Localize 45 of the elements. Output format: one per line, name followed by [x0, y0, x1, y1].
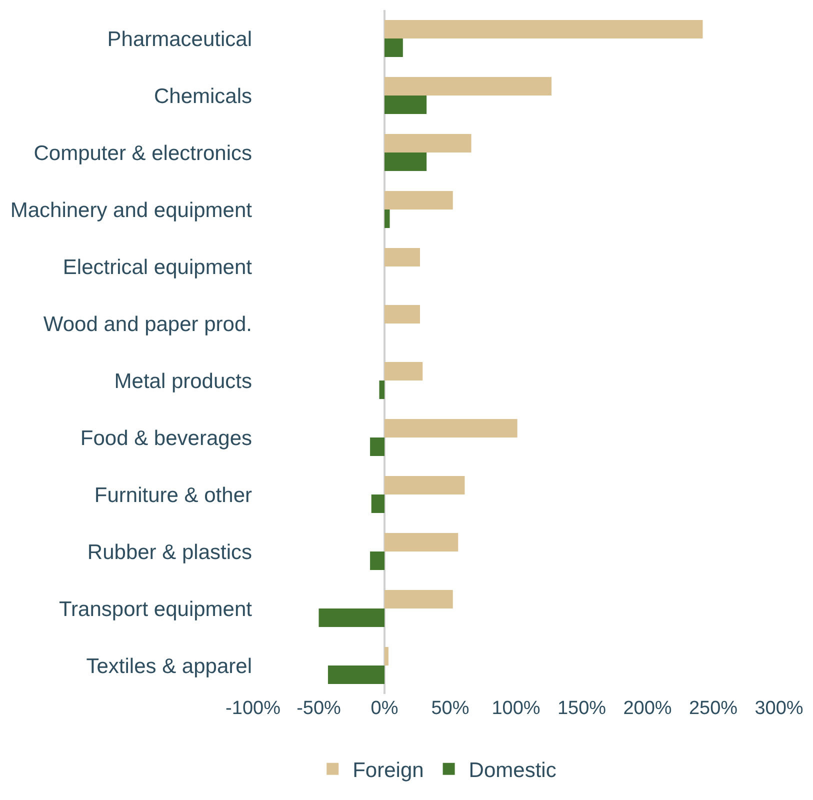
bar [384, 134, 472, 152]
bar [384, 76, 552, 96]
x-tick-label: 100% [492, 698, 540, 719]
bar [384, 210, 390, 228]
y-tick-label: Machinery and equipment [10, 198, 252, 222]
bar [384, 590, 453, 608]
bar [371, 494, 384, 514]
bar [384, 190, 453, 210]
bar [384, 96, 427, 114]
bar [384, 532, 458, 552]
bar [384, 304, 420, 324]
x-tick-label: 200% [623, 698, 672, 719]
x-tick-label: -100% [226, 698, 281, 719]
bar [318, 608, 384, 628]
bar [384, 38, 403, 58]
y-tick-label: Furniture & other [94, 484, 252, 507]
x-tick-label: 250% [688, 698, 738, 719]
y-tick-label: Textiles & apparel [86, 654, 252, 678]
bar [384, 152, 427, 172]
x-tick-label: 0% [370, 698, 398, 719]
y-tick-label: Computer & electronics [34, 142, 252, 165]
bar [384, 20, 703, 38]
bar [384, 248, 420, 266]
bar [328, 666, 384, 684]
x-tick-label: 50% [431, 698, 470, 719]
y-tick-label: Metal products [114, 370, 252, 393]
x-tick-label: 300% [754, 698, 804, 719]
bar [370, 438, 384, 456]
y-tick-label: Food & beverages [80, 426, 252, 450]
x-tick-label: -50% [296, 698, 342, 719]
legend-label: Foreign [352, 759, 424, 782]
bar [384, 418, 518, 438]
y-tick-label: Wood and paper prod. [43, 312, 252, 336]
y-tick-label: Rubber & plastics [87, 540, 252, 564]
y-tick-label: Chemicals [154, 84, 252, 108]
bar [379, 380, 384, 400]
legend-label: Domestic [468, 759, 556, 782]
x-tick-label: 150% [557, 698, 606, 719]
bar [384, 476, 465, 494]
bar [384, 362, 423, 380]
bar [370, 552, 384, 570]
bar [384, 646, 388, 666]
y-tick-label: Transport equipment [59, 598, 252, 621]
y-tick-label: Electrical equipment [62, 256, 252, 279]
y-tick-label: Pharmaceutical [107, 28, 252, 51]
